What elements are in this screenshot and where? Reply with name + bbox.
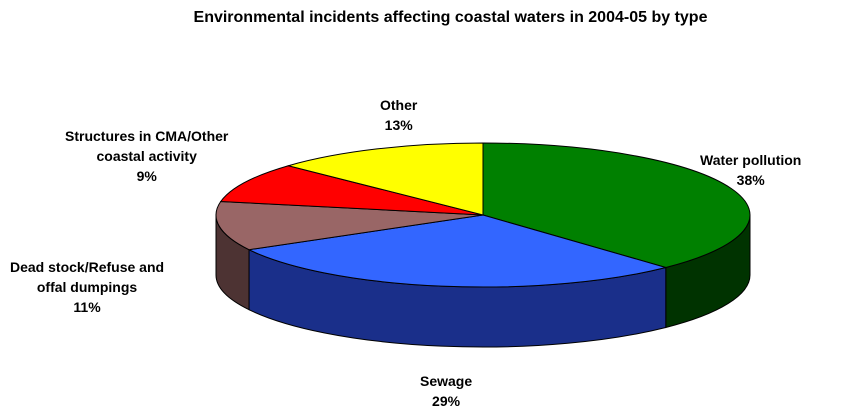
slice-struct bbox=[219, 165, 484, 216]
label-water-pollution: Water pollution 38% bbox=[700, 150, 801, 190]
label-sewage-name: Sewage bbox=[420, 373, 473, 389]
chart-title: Environmental incidents affecting coasta… bbox=[193, 9, 708, 26]
label-dead-stock: Dead stock/Refuse and offal dumpings 11% bbox=[10, 257, 164, 317]
label-structures-line2: coastal activity bbox=[96, 148, 197, 164]
label-other: Other 13% bbox=[380, 95, 417, 135]
label-sewage: Sewage 29% bbox=[420, 371, 472, 411]
label-dead-stock-line1: Dead stock/Refuse and bbox=[10, 259, 165, 275]
slice-dead bbox=[215, 200, 484, 251]
slice-water bbox=[482, 142, 751, 269]
label-water-pollution-name: Water pollution bbox=[700, 152, 802, 168]
label-structures: Structures in CMA/Other coastal activity… bbox=[65, 126, 228, 186]
label-structures-line1: Structures in CMA/Other bbox=[65, 128, 229, 144]
label-other-name: Other bbox=[380, 97, 418, 113]
slice-other bbox=[286, 142, 484, 216]
label-other-pct: 13% bbox=[384, 117, 413, 133]
slice-sewage bbox=[247, 214, 668, 288]
label-dead-stock-line2: offal dumpings bbox=[36, 279, 138, 295]
label-water-pollution-pct: 38% bbox=[736, 172, 765, 188]
label-dead-stock-pct: 11% bbox=[73, 299, 101, 315]
label-sewage-pct: 29% bbox=[432, 393, 461, 409]
label-structures-pct: 9% bbox=[136, 168, 157, 184]
